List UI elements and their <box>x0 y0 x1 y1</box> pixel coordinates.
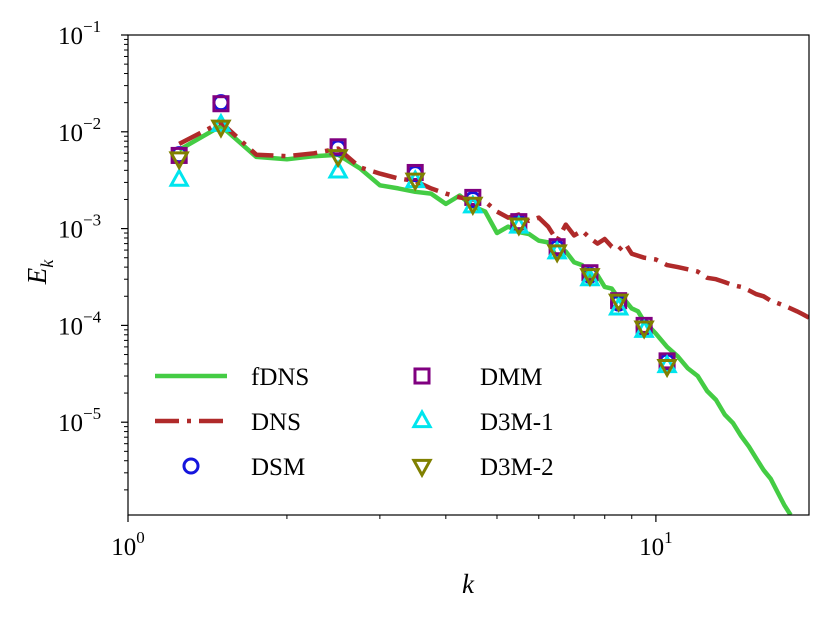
x-axis-ticks: 100 101 <box>111 515 673 561</box>
x-axis-label: k <box>462 569 475 599</box>
legend-label: DNS <box>251 409 301 436</box>
data-point-d3m-2 <box>404 172 426 192</box>
y-tick-label: 10−1 <box>58 17 101 50</box>
legend-swatch-d3m-1 <box>411 408 433 429</box>
legend-item-dsm: DSM <box>182 454 305 481</box>
x-tick-label-exponent: 1 <box>664 528 673 547</box>
legend-item-d3m-2: D3M-2 <box>411 454 554 481</box>
data-point-dmm <box>212 95 230 113</box>
series-markers <box>168 94 678 379</box>
legend-label: D3M-2 <box>480 454 554 481</box>
data-point-d3m-1 <box>168 167 190 187</box>
y-tick-label-exponent: −1 <box>83 17 101 36</box>
y-tick-label-base: 10 <box>58 120 83 147</box>
legend-label: fDNS <box>251 364 309 391</box>
x-tick-label-base: 10 <box>111 534 136 561</box>
data-point-d3m-1 <box>210 112 232 132</box>
data-point-d3m-1 <box>656 353 678 374</box>
legend: fDNS DNS DSM DMM D3M-1 D3M-2 <box>155 364 554 481</box>
x-tick-label-exponent: 0 <box>136 528 145 547</box>
y-tick-label-base: 10 <box>58 313 83 340</box>
data-point-d3m-2 <box>168 151 190 171</box>
y-tick-label-exponent: −5 <box>83 404 101 423</box>
y-axis-label-subscript: k <box>37 259 57 268</box>
data-point-d3m-1 <box>327 159 349 179</box>
legend-item-d3m-1: D3M-1 <box>411 408 554 436</box>
legend-item-dns: DNS <box>155 409 301 436</box>
y-tick-label: 10−3 <box>58 211 101 244</box>
legend-swatch-d3m-2 <box>411 458 433 479</box>
series-line-dns <box>178 120 809 320</box>
data-point-d3m-2 <box>327 149 349 169</box>
x-tick-label: 101 <box>639 528 673 561</box>
legend-swatch-dmm <box>413 367 431 385</box>
data-point-d3m-2 <box>508 217 530 237</box>
y-axis-label: Ek <box>22 259 57 286</box>
data-point-d3m-2 <box>607 293 630 313</box>
plot-area <box>128 35 809 515</box>
y-tick-label: 10−2 <box>58 114 101 147</box>
y-tick-label-base: 10 <box>58 217 83 244</box>
y-tick-label-base: 10 <box>58 23 83 50</box>
y-tick-label-exponent: −2 <box>83 114 101 133</box>
data-point-d3m-2 <box>633 320 655 340</box>
y-axis-ticks: 10−110−210−310−410−5 <box>58 17 128 491</box>
y-tick-label: 10−5 <box>58 404 101 437</box>
legend-label: D3M-1 <box>480 409 554 436</box>
y-tick-label-exponent: −4 <box>83 307 102 326</box>
x-tick-label-base: 10 <box>639 534 664 561</box>
plot-frame <box>127 34 810 516</box>
data-point-d3m-2 <box>656 359 678 379</box>
data-point-d3m-1 <box>607 296 630 316</box>
data-point-d3m-2 <box>579 268 601 288</box>
y-tick-label-base: 10 <box>58 410 83 437</box>
data-point-d3m-2 <box>210 119 232 139</box>
data-point-dmm <box>329 138 347 156</box>
data-point-d3m-2 <box>546 244 568 264</box>
legend-label: DSM <box>251 454 305 481</box>
data-point-d3m-2 <box>462 196 484 216</box>
y-tick-label: 10−4 <box>58 307 102 340</box>
y-tick-label-exponent: −3 <box>83 211 101 230</box>
legend-item-dmm: DMM <box>413 364 543 391</box>
legend-swatch-dsm <box>182 457 200 475</box>
legend-item-fdns: fDNS <box>155 364 309 391</box>
data-point-dmm <box>406 163 424 181</box>
x-tick-label: 100 <box>111 528 145 561</box>
legend-label: DMM <box>480 364 543 391</box>
